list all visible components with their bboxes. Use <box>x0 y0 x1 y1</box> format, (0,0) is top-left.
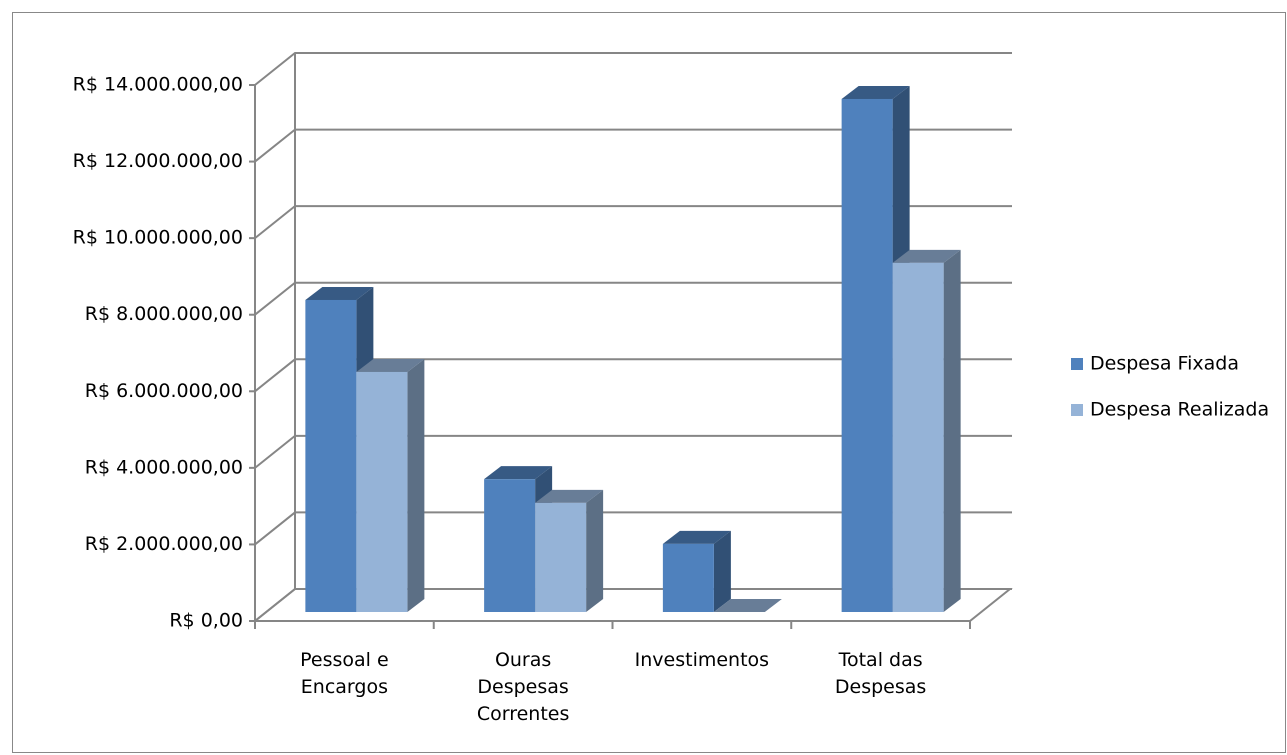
bar-top <box>892 249 961 263</box>
bar-top <box>484 466 553 480</box>
x-tick-label: Ouras Despesas Correntes <box>476 649 570 725</box>
grid-line <box>254 281 1012 316</box>
bar-top <box>305 286 374 300</box>
bar <box>535 489 604 612</box>
y-tick-label: R$ 2.000.000,00 <box>85 533 243 555</box>
grid-line <box>254 511 1012 546</box>
bar-front <box>305 299 357 612</box>
bar-front <box>662 543 714 612</box>
bar <box>662 530 731 612</box>
grid-line <box>254 358 1012 393</box>
bar-front <box>535 502 587 612</box>
legend-swatch <box>1071 404 1083 416</box>
bar-top <box>356 358 425 372</box>
bar <box>892 249 961 612</box>
bar-front <box>356 371 408 612</box>
bar-front <box>484 479 536 612</box>
bar-top <box>535 489 604 503</box>
grid-line <box>254 52 1012 86</box>
x-tick-label: Pessoal e Encargos <box>300 649 389 698</box>
y-tick-label: R$ 14.000.000,00 <box>73 74 243 96</box>
bar-top <box>841 85 910 99</box>
grid-line <box>254 588 1012 622</box>
bar-front <box>892 262 944 612</box>
y-tick-label: R$ 10.000.000,00 <box>73 227 243 249</box>
bar-side <box>586 489 604 612</box>
chart-border <box>12 12 1286 753</box>
bar <box>713 599 782 612</box>
y-tick-label: R$ 8.000.000,00 <box>85 303 243 325</box>
bar <box>356 358 425 612</box>
y-tick-label: R$ 4.000.000,00 <box>85 456 243 478</box>
bar-side <box>407 358 425 612</box>
y-tick-label: R$ 12.000.000,00 <box>73 150 243 172</box>
bar-front <box>841 98 893 612</box>
y-tick-label: R$ 6.000.000,00 <box>85 380 243 402</box>
grid-line <box>254 205 1012 239</box>
bar-top <box>713 599 782 612</box>
x-tick-label: Total das Despesas <box>834 649 927 698</box>
bar-side <box>943 249 961 612</box>
legend-label: Despesa Realizada <box>1090 399 1269 421</box>
bar-top <box>662 530 731 544</box>
grid-line <box>254 128 1012 163</box>
grid-line <box>254 434 1012 469</box>
legend-label: Despesa Fixada <box>1090 353 1239 375</box>
bar-side <box>713 530 731 612</box>
x-tick-label: Investimentos <box>634 649 770 671</box>
legend-swatch <box>1071 358 1083 370</box>
y-tick-label: R$ 0,00 <box>169 610 243 632</box>
